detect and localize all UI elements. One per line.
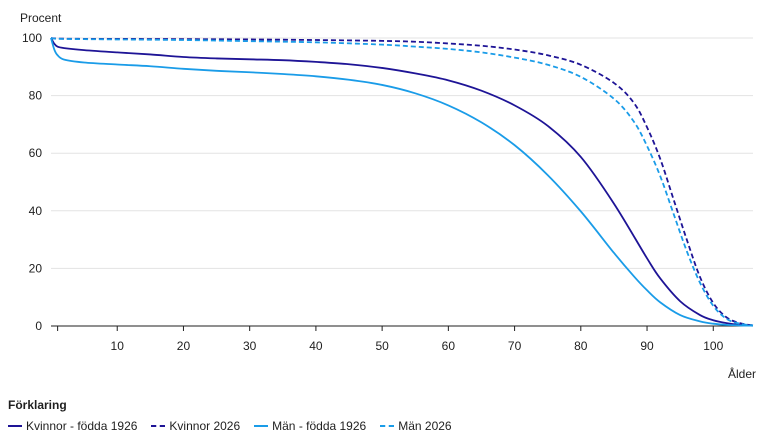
series-line-1 bbox=[50, 37, 754, 327]
legend-title: Förklaring bbox=[8, 398, 67, 412]
x-tick-label: 10 bbox=[111, 339, 125, 353]
x-tick-label: 40 bbox=[309, 339, 323, 353]
series-line-2 bbox=[50, 37, 754, 327]
legend-label: Kvinnor 2026 bbox=[169, 419, 241, 433]
y-tick-label: 60 bbox=[29, 146, 43, 160]
x-tick-label: 20 bbox=[177, 339, 191, 353]
legend-swatch bbox=[254, 425, 269, 427]
y-tick-label: 80 bbox=[29, 89, 43, 103]
survival-chart: 0 20 40 60 80 100 10 20 30 40 50 60 70 80 90 100 Proce… bbox=[20, 11, 756, 381]
y-tick-label: 20 bbox=[29, 261, 43, 275]
legend: Förklaring Kvinnor - födda 1926 Kvinnor 2… bbox=[8, 398, 748, 433]
legend-item: Män 2026 bbox=[380, 419, 452, 433]
legend-item: Kvinnor 2026 bbox=[151, 419, 240, 433]
legend-swatch bbox=[380, 425, 395, 427]
y-axis-ticks: 0 20 40 60 80 100 bbox=[22, 31, 42, 333]
legend-items: Kvinnor - födda 1926 Kvinnor 2026 Män - fö… bbox=[8, 419, 748, 433]
x-tick-label: 100 bbox=[703, 339, 723, 353]
x-tick-label: 50 bbox=[375, 339, 389, 353]
legend-label: Män - födda 1926 bbox=[272, 419, 367, 433]
x-tick-label: 70 bbox=[508, 339, 522, 353]
legend-label: Män 2026 bbox=[398, 419, 452, 433]
y-tick-label: 100 bbox=[22, 31, 42, 45]
legend-item: Kvinnor - födda 1926 bbox=[8, 419, 137, 433]
x-tick-label: 30 bbox=[243, 339, 257, 353]
series-line-0 bbox=[50, 37, 754, 327]
y-tick-label: 0 bbox=[35, 319, 42, 333]
grid-lines bbox=[51, 37, 753, 269]
series-line-3 bbox=[50, 37, 754, 327]
x-tick-label: 60 bbox=[442, 339, 456, 353]
legend-swatch bbox=[8, 425, 22, 427]
series-lines bbox=[50, 37, 754, 327]
x-tick-label: 90 bbox=[640, 339, 654, 353]
x-axis-title: Ålder bbox=[728, 366, 756, 381]
legend-label: Kvinnor - födda 1926 bbox=[26, 419, 138, 433]
x-tick-label: 80 bbox=[574, 339, 588, 353]
y-tick-label: 40 bbox=[29, 204, 43, 218]
legend-swatch bbox=[151, 425, 166, 427]
legend-item: Män - födda 1926 bbox=[254, 419, 366, 433]
y-axis-title: Procent bbox=[20, 11, 62, 25]
x-axis-ticks: 10 20 30 40 50 60 70 80 90 100 bbox=[57, 326, 724, 353]
